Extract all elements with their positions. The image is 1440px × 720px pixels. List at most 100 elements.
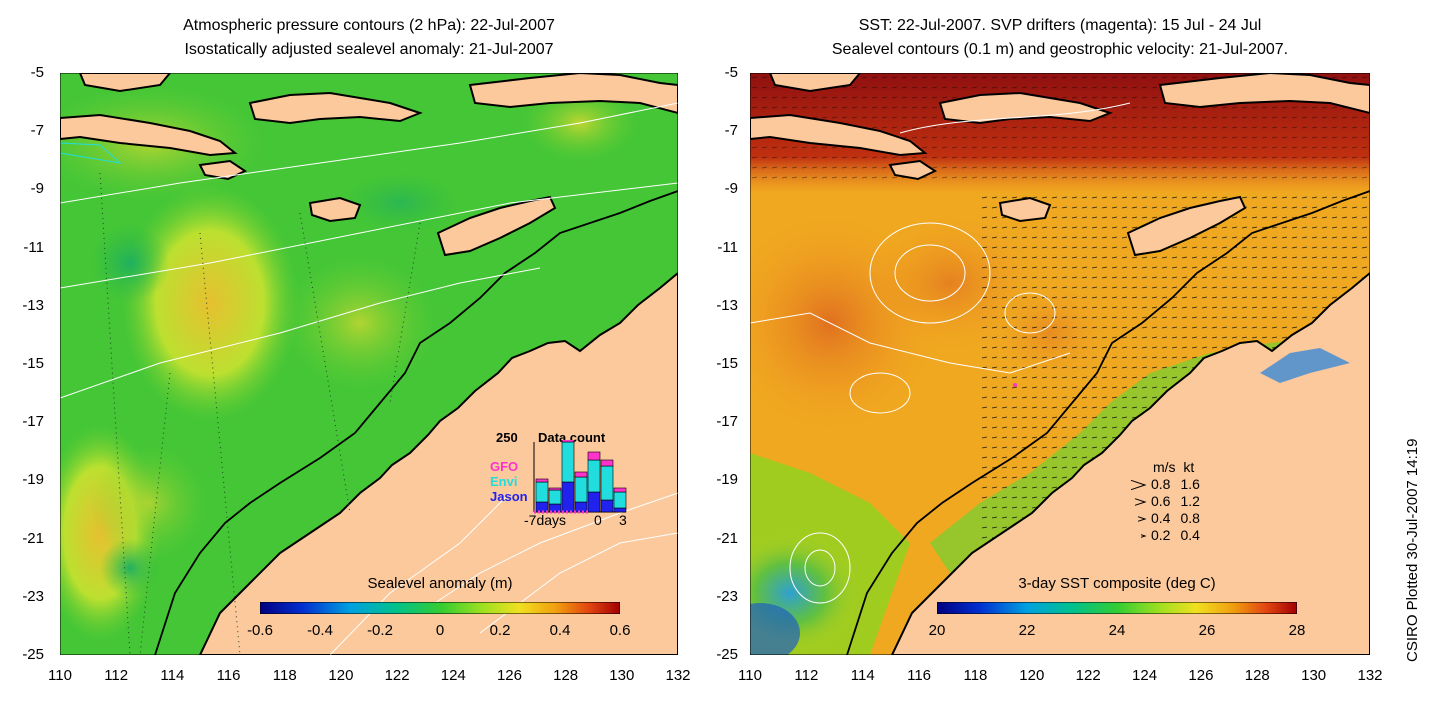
histogram-bar xyxy=(587,459,601,493)
velocity-legend-row: 0.8 1.6 xyxy=(1125,476,1200,492)
right-title-line1: SST: 22-Jul-2007. SVP drifters (magenta)… xyxy=(858,17,1262,34)
histogram-bar xyxy=(548,487,562,491)
data-count-histogram xyxy=(533,440,627,514)
right-colorbar-tick: 22 xyxy=(1018,622,1036,639)
left-y-tick-label: -7 xyxy=(30,122,44,140)
right-colorbar-tick: 24 xyxy=(1108,622,1126,639)
histogram-bar xyxy=(574,471,588,478)
velocity-kt-value: 1.6 xyxy=(1180,476,1200,492)
left-colorbar-tick: -0.6 xyxy=(247,622,273,639)
left-x-tick-label: 126 xyxy=(496,667,522,684)
histogram-bar xyxy=(561,441,575,483)
left-x-tick-label: 118 xyxy=(272,667,297,684)
right-x-tick-label: 120 xyxy=(1019,667,1045,684)
right-colorbar xyxy=(937,602,1297,614)
left-y-tick-label: -21 xyxy=(22,529,44,547)
histogram-bar xyxy=(535,478,549,483)
right-y-tick-label: -23 xyxy=(716,587,738,605)
histogram-bar xyxy=(535,481,549,503)
left-colorbar-tick: -0.4 xyxy=(307,622,333,639)
histogram-bar xyxy=(600,465,614,501)
right-x-tick-label: 114 xyxy=(850,667,875,684)
right-x-tick-label: 122 xyxy=(1075,667,1101,684)
satellite-jason-label: Jason xyxy=(490,489,528,504)
velocity-kt-value: 0.4 xyxy=(1180,527,1200,543)
left-y-tick-label: -15 xyxy=(22,355,44,372)
left-colorbar-tick: 0.6 xyxy=(609,622,631,639)
satellite-gfo-label: GFO xyxy=(490,459,519,474)
right-y-tick-label: -5 xyxy=(724,64,738,81)
histogram-bar xyxy=(574,501,588,513)
left-title-line2: Isostatically adjusted sealevel anomaly:… xyxy=(184,41,554,58)
velocity-arrow-icon xyxy=(1130,480,1147,491)
left-x-tick-label: 124 xyxy=(440,667,466,684)
left-x-tick-label: 114 xyxy=(160,667,185,684)
left-colorbar xyxy=(260,602,620,614)
left-x-tick-label: 122 xyxy=(384,667,410,684)
histogram-bar xyxy=(600,499,614,513)
right-y-tick-label: -13 xyxy=(716,296,738,314)
left-y-tick-label: -11 xyxy=(23,238,44,256)
plot-stamp: CSIRO Plotted 30-Jul-2007 14:19 xyxy=(1404,438,1421,662)
velocity-arrow-icon xyxy=(1134,498,1147,507)
data-count-x-zero: 0 xyxy=(594,512,602,528)
histogram-bar xyxy=(561,440,575,443)
left-x-tick-label: 132 xyxy=(665,667,691,684)
right-y-tick-label: -17 xyxy=(716,413,738,431)
histogram-bar xyxy=(587,491,601,513)
right-colorbar-tick: 20 xyxy=(928,622,946,639)
left-colorbar-tick: 0.4 xyxy=(549,622,571,639)
data-count-x-end: 3 xyxy=(619,512,627,528)
left-colorbar-tick: 0 xyxy=(435,622,445,639)
velocity-legend-header: m/s kt xyxy=(1153,459,1194,475)
velocity-kt-value: 0.8 xyxy=(1180,510,1200,526)
left-y-tick-label: -13 xyxy=(22,296,44,314)
left-y-tick-label: -5 xyxy=(30,64,44,81)
velocity-legend-row: 0.6 1.2 xyxy=(1125,493,1200,509)
left-colorbar-title: Sealevel anomaly (m) xyxy=(367,575,513,592)
velocity-ms-value: 0.2 xyxy=(1151,527,1171,543)
right-x-tick-label: 124 xyxy=(1132,667,1158,684)
left-colorbar-tick: -0.2 xyxy=(367,622,393,639)
left-title-line1: Atmospheric pressure contours (2 hPa): 2… xyxy=(183,17,555,34)
right-x-tick-label: 128 xyxy=(1244,667,1270,684)
right-x-tick-label: 116 xyxy=(907,667,932,684)
velocity-kt-value: 1.2 xyxy=(1180,493,1200,509)
velocity-unit-kt: kt xyxy=(1183,459,1195,475)
left-x-tick-label: 120 xyxy=(328,667,354,684)
left-x-tick-label: 128 xyxy=(553,667,579,684)
velocity-arrow-icon xyxy=(1140,534,1147,539)
right-title-line2: Sealevel contours (0.1 m) and geostrophi… xyxy=(831,41,1289,58)
right-y-tick-label: -21 xyxy=(716,529,738,547)
data-count-x-start: -7days xyxy=(524,512,567,528)
left-y-tick-label: -17 xyxy=(22,413,44,431)
left-y-tick-label: -25 xyxy=(22,646,44,663)
left-y-tick-label: -19 xyxy=(22,471,44,489)
right-x-tick-label: 126 xyxy=(1188,667,1214,684)
histogram-bar xyxy=(587,451,601,461)
velocity-arrow-icon xyxy=(1137,516,1147,523)
left-x-tick-label: 110 xyxy=(48,667,72,684)
histogram-bar xyxy=(561,481,575,513)
histogram-bar xyxy=(574,476,588,503)
sst-map xyxy=(750,73,1370,655)
velocity-legend-row: 0.2 0.4 xyxy=(1125,527,1200,543)
left-x-tick-label: 116 xyxy=(216,667,241,684)
right-colorbar-title: 3-day SST composite (deg C) xyxy=(1018,575,1216,592)
right-y-tick-label: -25 xyxy=(716,646,738,663)
right-x-tick-label: 130 xyxy=(1301,667,1327,684)
right-colorbar-tick: 28 xyxy=(1288,622,1306,639)
left-colorbar-tick: 0.2 xyxy=(489,622,511,639)
histogram-bar xyxy=(600,459,614,467)
right-y-tick-label: -19 xyxy=(716,471,738,489)
right-colorbar-tick: 26 xyxy=(1198,622,1216,639)
left-y-tick-label: -23 xyxy=(22,587,44,605)
velocity-ms-value: 0.6 xyxy=(1151,493,1171,509)
histogram-bar xyxy=(548,489,562,505)
histogram-bar xyxy=(613,491,627,509)
right-y-tick-label: -15 xyxy=(716,355,738,372)
velocity-ms-value: 0.8 xyxy=(1151,476,1171,492)
right-y-tick-label: -9 xyxy=(724,180,738,198)
left-x-tick-label: 112 xyxy=(104,667,129,684)
histogram-bar xyxy=(613,487,627,493)
